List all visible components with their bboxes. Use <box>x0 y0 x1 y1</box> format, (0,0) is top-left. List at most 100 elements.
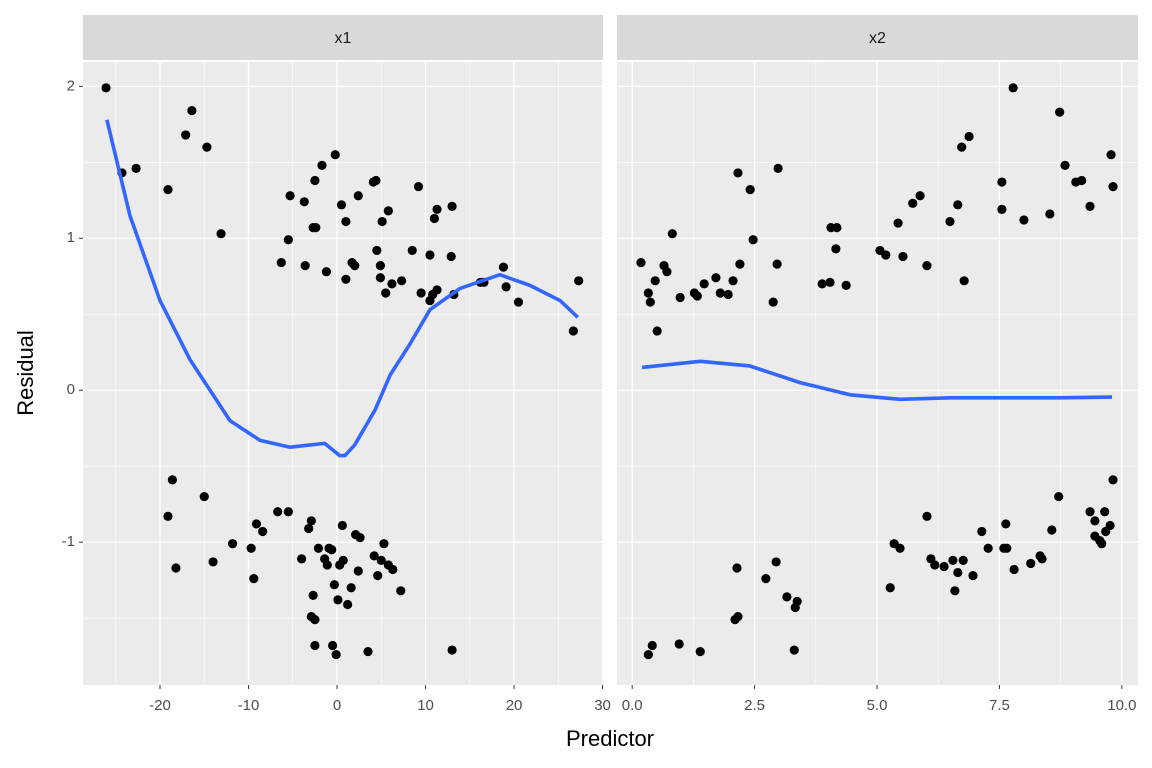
point <box>388 564 398 575</box>
point <box>227 539 238 549</box>
strip <box>83 15 603 60</box>
point <box>101 83 111 93</box>
point <box>1008 83 1018 93</box>
point <box>1009 564 1019 575</box>
point <box>983 543 993 553</box>
point <box>202 142 212 152</box>
point <box>321 267 332 277</box>
point <box>643 650 653 660</box>
point <box>1085 201 1095 211</box>
point <box>1047 525 1057 535</box>
point <box>771 557 781 567</box>
point <box>568 326 578 336</box>
strip-label: x2 <box>869 30 886 47</box>
point <box>432 204 442 214</box>
point <box>330 150 340 160</box>
point <box>163 511 173 521</box>
point <box>375 273 385 283</box>
point <box>699 279 709 289</box>
point <box>310 615 320 625</box>
point <box>574 276 584 286</box>
y-axis-title: Residual <box>13 330 38 416</box>
point <box>1085 507 1095 517</box>
point <box>968 570 978 581</box>
point <box>1037 554 1047 564</box>
point <box>353 191 363 201</box>
point <box>636 257 646 268</box>
point <box>922 511 932 521</box>
point <box>922 261 932 271</box>
point <box>375 261 385 271</box>
point <box>650 276 660 286</box>
point <box>216 229 226 239</box>
y-tick-label: 2 <box>67 77 75 94</box>
x-tick-label: 7.5 <box>989 697 1010 714</box>
point <box>782 592 792 602</box>
smooth-line <box>641 359 1113 402</box>
point <box>336 200 347 210</box>
point <box>1108 475 1118 485</box>
point <box>789 645 799 655</box>
point <box>723 289 733 300</box>
point <box>397 276 407 286</box>
point <box>652 326 662 336</box>
point <box>327 545 337 555</box>
point <box>333 595 343 605</box>
point <box>337 520 347 531</box>
point <box>745 185 755 195</box>
point <box>249 574 259 584</box>
point <box>1054 491 1064 502</box>
point <box>363 646 373 657</box>
x-tick-label: 10 <box>417 697 434 714</box>
point <box>945 216 955 227</box>
x-tick-label: 2.5 <box>744 697 765 714</box>
point <box>447 645 457 655</box>
point <box>915 191 925 201</box>
point <box>950 586 960 596</box>
point <box>898 251 908 262</box>
x-tick-label: 20 <box>506 697 523 714</box>
point <box>199 491 209 502</box>
point <box>501 282 511 292</box>
x-tick-label: -10 <box>238 697 260 714</box>
strip <box>617 15 1138 60</box>
point <box>432 285 442 295</box>
point <box>387 279 397 289</box>
point <box>1002 543 1012 553</box>
point <box>728 276 738 286</box>
point <box>513 297 524 307</box>
point <box>675 292 685 303</box>
point <box>381 288 391 298</box>
point <box>425 250 435 260</box>
point <box>416 288 426 298</box>
point <box>251 519 262 529</box>
point <box>310 640 320 651</box>
point <box>948 555 958 566</box>
point <box>498 262 509 272</box>
x-tick-label: 30 <box>594 697 611 714</box>
point <box>317 160 327 170</box>
point <box>167 475 177 485</box>
point <box>885 583 895 593</box>
point <box>997 177 1007 187</box>
point <box>331 650 341 660</box>
point <box>841 280 851 290</box>
point <box>322 560 332 570</box>
point <box>964 131 974 142</box>
point <box>893 218 903 228</box>
point <box>792 596 802 607</box>
strip-label: x1 <box>335 30 352 47</box>
y-tick-label: -1 <box>62 533 75 550</box>
point <box>131 163 141 173</box>
smooth-line <box>105 119 580 458</box>
point <box>997 204 1007 214</box>
x-axis-title: Predictor <box>566 726 654 751</box>
point <box>341 216 351 227</box>
point <box>350 261 360 271</box>
point <box>930 560 940 570</box>
point <box>953 200 963 210</box>
point <box>310 175 320 186</box>
point <box>768 297 778 307</box>
point <box>881 250 891 260</box>
point <box>446 251 456 262</box>
